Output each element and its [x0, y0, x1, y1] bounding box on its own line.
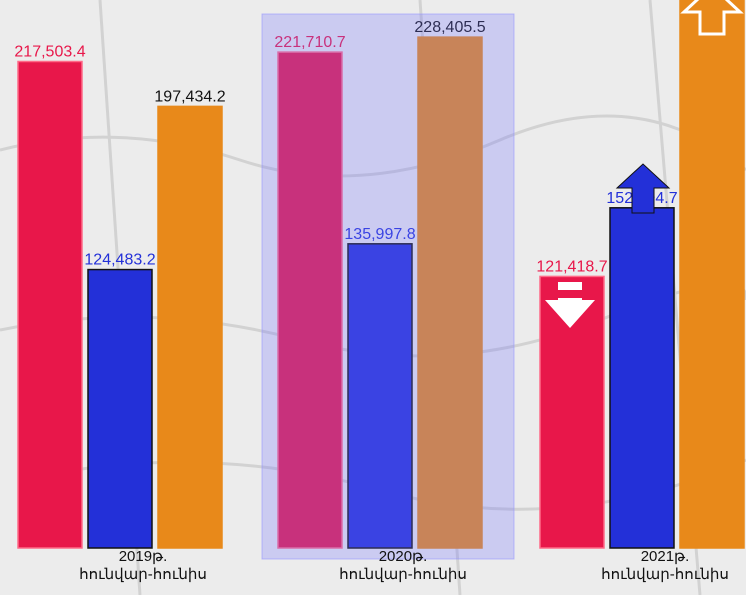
x-tick-label: 2019թ. հունվար-հունիս — [79, 548, 207, 583]
up-arrow-top — [680, 0, 744, 36]
bar — [679, 0, 745, 549]
value-label: 124,483.2 — [84, 252, 155, 269]
bar — [347, 243, 413, 549]
value-label: 228,405.5 — [414, 19, 485, 36]
bar — [609, 207, 675, 549]
x-tick-label: 2020թ. հունվար-հունիս — [339, 548, 467, 583]
up-arrow — [615, 163, 671, 214]
bar — [277, 51, 343, 549]
bar — [87, 268, 153, 549]
value-label: 135,997.8 — [344, 226, 415, 243]
value-label: 217,503.4 — [14, 44, 85, 61]
bar — [17, 60, 83, 549]
bar — [417, 36, 483, 549]
highlight-panel — [261, 13, 515, 560]
bar — [157, 105, 223, 549]
down-arrow — [545, 282, 595, 328]
value-label: 197,434.2 — [154, 88, 225, 105]
value-label: 221,710.7 — [274, 34, 345, 51]
value-label: 121,418.7 — [536, 258, 607, 275]
x-tick-label: 2021թ. հունվար-հունիս — [601, 548, 729, 583]
